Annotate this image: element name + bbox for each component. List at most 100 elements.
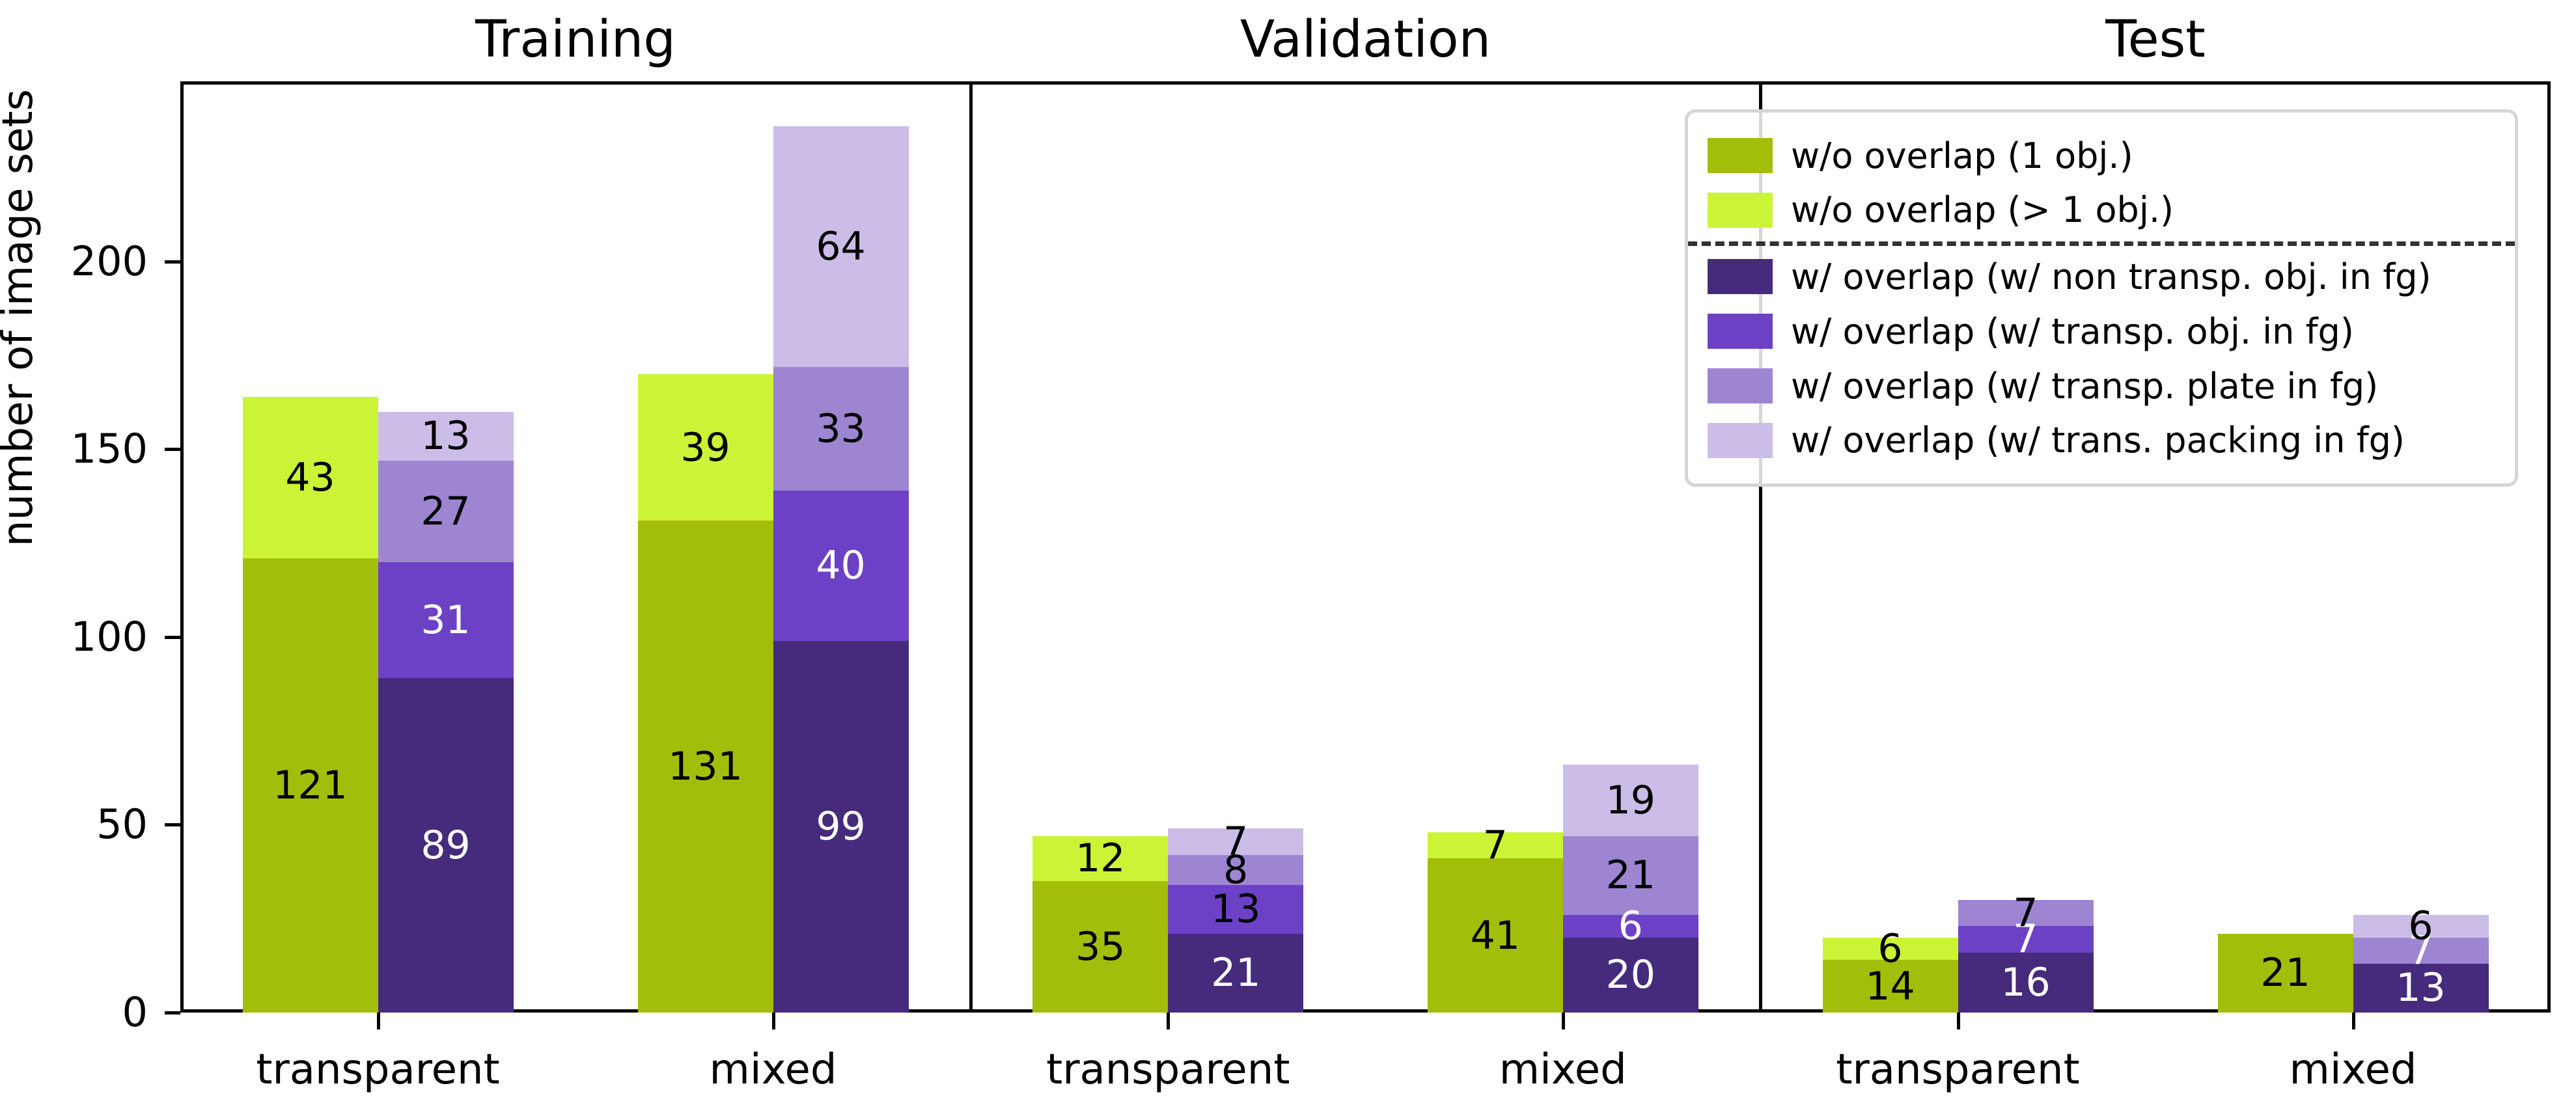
- y-axis-tick: [165, 1011, 180, 1014]
- bar-value-label: 19: [1605, 777, 1655, 823]
- legend-item-g1: w/o overlap (1 obj.): [1708, 129, 2495, 182]
- bar-segment-p3: [1562, 836, 1698, 915]
- y-tick-label: 200: [70, 237, 148, 285]
- bar-value-label: 99: [816, 804, 866, 850]
- legend: w/o overlap (1 obj.) w/o overlap (> 1 obj…: [1685, 109, 2518, 487]
- bar-segment-g1: [242, 558, 378, 1013]
- legend-label: w/ overlap (w/ non transp. obj. in fg): [1791, 256, 2431, 297]
- y-axis-tick: [165, 635, 180, 639]
- x-axis-tick: [1956, 1013, 1960, 1029]
- x-tick-label: mixed: [2289, 1046, 2417, 1094]
- bar-segment-p2: [378, 562, 514, 679]
- bar-segment-p1: [1562, 937, 1698, 1013]
- legend-item-p2: w/ overlap (w/ transp. obj. in fg): [1708, 305, 2495, 357]
- bar-value-label: 6: [1877, 925, 1903, 972]
- bar-segment-p2: [1168, 884, 1304, 934]
- legend-swatch-p3: [1708, 368, 1773, 404]
- panel-divider: [1758, 81, 1762, 1013]
- x-axis-tick: [2351, 1013, 2355, 1029]
- bar-value-label: 8: [1223, 847, 1249, 893]
- x-axis-tick: [771, 1013, 775, 1029]
- bar-segment-p4: [378, 411, 514, 461]
- x-tick-label: transparent: [1836, 1046, 2080, 1094]
- x-tick-label: mixed: [1499, 1046, 1627, 1094]
- legend-swatch-p4: [1708, 422, 1773, 458]
- bar-segment-p3: [1168, 854, 1304, 885]
- bar-value-label: 43: [285, 454, 335, 500]
- bar-segment-g2: [1032, 836, 1169, 882]
- bar-segment-p1: [378, 678, 514, 1013]
- x-tick-label: transparent: [1046, 1046, 1290, 1094]
- y-tick-label: 0: [122, 988, 148, 1036]
- bar-segment-p1: [773, 640, 909, 1013]
- bar-value-label: 12: [1075, 836, 1126, 882]
- x-tick-label: mixed: [709, 1046, 837, 1094]
- bar-segment-g2: [1822, 937, 1958, 960]
- bar-segment-p3: [773, 366, 909, 491]
- legend-item-g2: w/o overlap (> 1 obj.): [1708, 184, 2495, 236]
- bar-value-label: 27: [421, 488, 471, 534]
- legend-label: w/o overlap (1 obj.): [1791, 135, 2133, 176]
- legend-item-p1: w/ overlap (w/ non transp. obj. in fg): [1708, 251, 2495, 303]
- legend-separator: [1688, 241, 2515, 246]
- y-axis-tick: [165, 260, 180, 264]
- bar-value-label: 64: [816, 223, 866, 269]
- bar-segment-p1: [2353, 963, 2489, 1013]
- bar-value-label: 13: [1211, 886, 1261, 933]
- legend-swatch-g1: [1708, 138, 1773, 173]
- panel-title: Test: [2105, 10, 2206, 69]
- bar-value-label: 40: [816, 543, 866, 589]
- x-tick-label: transparent: [256, 1046, 500, 1094]
- y-tick-label: 150: [70, 425, 148, 473]
- legend-label: w/o overlap (> 1 obj.): [1791, 189, 2174, 231]
- bar-value-label: 6: [1618, 903, 1643, 949]
- bar-segment-p4: [2353, 914, 2489, 938]
- bar-segment-p2: [773, 490, 909, 641]
- bar-segment-g2: [1427, 832, 1563, 859]
- legend-label: w/ overlap (w/ trans. packing in fg): [1791, 420, 2405, 461]
- bar-value-label: 7: [2013, 916, 2038, 962]
- bar-segment-g1: [637, 521, 773, 1013]
- bar-segment-g1: [1427, 858, 1563, 1013]
- bar-value-label: 39: [680, 424, 730, 470]
- bar-segment-p4: [1562, 765, 1698, 836]
- y-tick-label: 50: [96, 800, 148, 849]
- bar-segment-p4: [773, 126, 909, 367]
- bar-segment-p2: [1958, 926, 2094, 953]
- bar-segment-g2: [637, 374, 773, 521]
- bar-value-label: 14: [1865, 963, 1915, 1009]
- legend-swatch-p1: [1708, 259, 1773, 295]
- bar-value-label: 21: [1605, 852, 1655, 899]
- bar-segment-p2: [1562, 914, 1698, 938]
- legend-label: w/ overlap (w/ transp. obj. in fg): [1791, 310, 2354, 352]
- legend-item-p3: w/ overlap (w/ transp. plate in fg): [1708, 360, 2495, 412]
- bar-value-label: 89: [421, 823, 471, 869]
- bar-value-label: 121: [273, 762, 348, 808]
- bar-value-label: 21: [2260, 950, 2310, 996]
- bar-segment-p3: [2353, 937, 2489, 964]
- bar-value-label: 31: [421, 597, 471, 644]
- bar-value-label: 35: [1075, 924, 1126, 970]
- bar-value-label: 7: [2013, 890, 2038, 936]
- legend-swatch-g2: [1708, 192, 1773, 228]
- bar-value-label: 7: [2408, 927, 2433, 974]
- bar-segment-p3: [378, 460, 514, 562]
- bar-value-label: 131: [668, 744, 743, 790]
- y-axis-label: number of image sets: [0, 89, 42, 547]
- bar-value-label: 20: [1605, 952, 1655, 998]
- panel-title: Validation: [1240, 10, 1491, 69]
- bar-segment-p3: [1958, 899, 2094, 927]
- bar-value-label: 6: [2408, 903, 2433, 949]
- y-axis-tick: [165, 448, 180, 452]
- bar-value-label: 13: [421, 413, 471, 459]
- bar-segment-p1: [1168, 933, 1304, 1013]
- y-tick-label: 100: [70, 612, 148, 660]
- x-axis-tick: [1167, 1013, 1170, 1029]
- bar-segment-g2: [242, 396, 378, 558]
- x-axis-tick: [376, 1013, 380, 1029]
- legend-label: w/ overlap (w/ transp. plate in fg): [1791, 365, 2379, 407]
- bar-value-label: 21: [1211, 950, 1261, 996]
- bar-segment-p4: [1168, 828, 1304, 855]
- panel-title: Training: [475, 10, 676, 69]
